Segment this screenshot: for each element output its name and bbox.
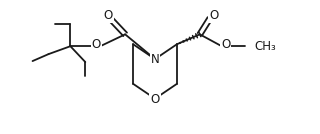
Text: O: O: [221, 38, 230, 51]
Text: O: O: [209, 9, 218, 22]
Text: O: O: [92, 38, 101, 51]
Text: O: O: [104, 9, 113, 22]
Text: O: O: [150, 93, 160, 106]
Text: N: N: [151, 53, 159, 66]
Text: CH₃: CH₃: [255, 40, 276, 53]
